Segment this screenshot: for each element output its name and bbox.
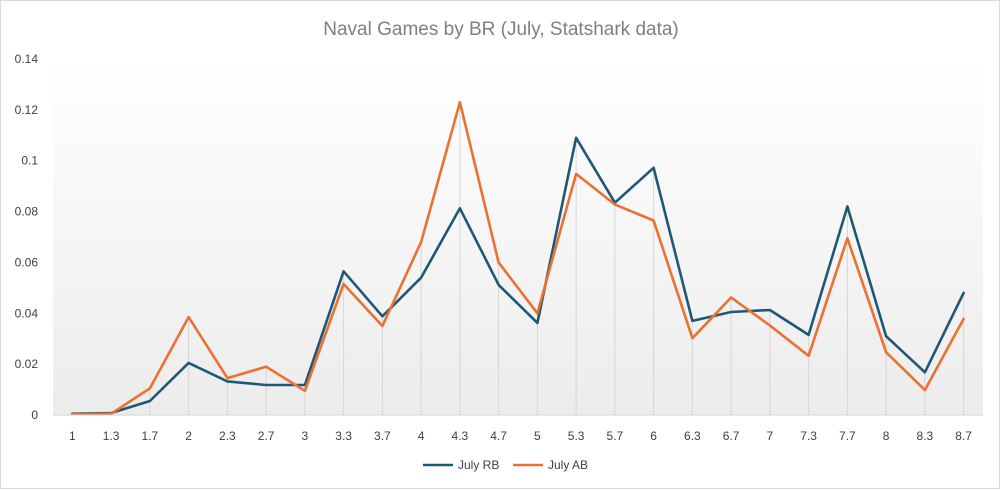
y-tick-label: 0.12 xyxy=(15,103,39,117)
x-tick-label: 2.7 xyxy=(258,429,275,443)
series-line-july-ab xyxy=(71,100,965,416)
y-tick-label: 0 xyxy=(31,408,38,422)
x-tick-label: 7 xyxy=(767,429,774,443)
plot-area xyxy=(53,59,983,415)
legend-label: July AB xyxy=(548,458,588,472)
x-tick-label: 4 xyxy=(418,429,425,443)
series-layer xyxy=(71,100,965,416)
legend-item: July AB xyxy=(513,458,588,472)
x-tick-label: 3.3 xyxy=(335,429,352,443)
x-tick-label: 5 xyxy=(534,429,541,443)
x-tick-label: 1.3 xyxy=(103,429,120,443)
x-tick-label: 8.3 xyxy=(917,429,934,443)
x-axis: 1 1.3 1.7 2 2.3 2.7 3 3.3 3.7 4 4.3 4.7 5 5.3 5.7 6 6.3 6… xyxy=(53,414,983,443)
plot-background xyxy=(53,59,983,415)
x-tick-label: 6.7 xyxy=(723,429,740,443)
x-tick-label: 8 xyxy=(883,429,890,443)
x-tick-label: 7.3 xyxy=(800,429,817,443)
y-axis: 0 0.02 0.04 0.06 0.08 0.1 0.12 0.14 xyxy=(15,52,39,422)
x-tick-label: 2.3 xyxy=(219,429,236,443)
x-tick-label: 4.3 xyxy=(452,429,469,443)
x-tick-label: 7.7 xyxy=(839,429,856,443)
chart-title: Naval Games by BR (July, Statshark data) xyxy=(323,19,679,40)
x-tick-label: 1.7 xyxy=(142,429,159,443)
y-tick-label: 0.06 xyxy=(15,255,39,269)
legend-label: July RB xyxy=(458,458,499,472)
y-tick-label: 0.02 xyxy=(15,357,39,371)
x-tick-label: 4.7 xyxy=(490,429,507,443)
y-tick-label: 0.14 xyxy=(15,52,39,66)
series-line-july-rb xyxy=(71,136,965,416)
y-tick-label: 0.08 xyxy=(15,205,39,219)
x-tick-label: 2 xyxy=(185,429,192,443)
x-tick-label: 3.7 xyxy=(374,429,391,443)
drop-lines xyxy=(71,102,965,415)
x-tick-label: 8.7 xyxy=(955,429,972,443)
x-tick-label: 5.7 xyxy=(607,429,624,443)
x-tick-label: 6.3 xyxy=(684,429,701,443)
x-tick-label: 6 xyxy=(650,429,657,443)
legend: July RB July AB xyxy=(423,458,588,472)
x-tick-label: 3 xyxy=(302,429,309,443)
x-tick-label: 5.3 xyxy=(568,429,585,443)
legend-item: July RB xyxy=(423,458,499,472)
y-tick-label: 0.1 xyxy=(21,154,38,168)
x-tick-label: 1 xyxy=(69,429,76,443)
y-tick-label: 0.04 xyxy=(15,306,39,320)
